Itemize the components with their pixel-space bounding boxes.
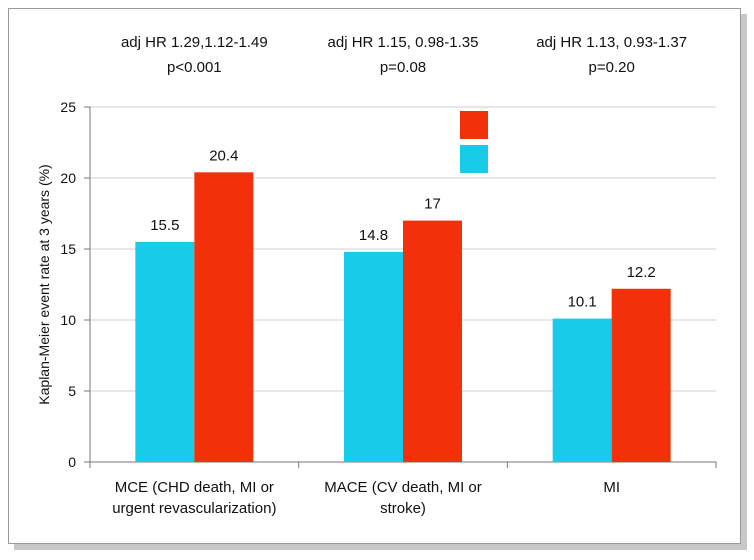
hr-annotation: adj HR 1.15, 0.98-1.35: [328, 34, 479, 51]
x-category-label: MACE (CV death, MI or: [324, 479, 482, 496]
y-tick-label: 5: [68, 383, 76, 399]
x-category-label: MI: [603, 479, 620, 496]
hr-annotation: adj HR 1.13, 0.93-1.37: [536, 34, 687, 51]
y-tick-label: 15: [60, 241, 76, 257]
x-category-label: urgent revascularization): [112, 500, 276, 517]
y-tick-label: 10: [60, 312, 76, 328]
x-category-label: stroke): [380, 500, 426, 517]
data-label: 14.8: [359, 227, 388, 244]
bar-series-1: [344, 251, 403, 462]
data-label: 15.5: [150, 217, 179, 234]
y-tick-label: 25: [60, 99, 76, 115]
data-label: 12.2: [627, 264, 656, 281]
bar-series-2: [194, 172, 254, 462]
legend-swatch-1: [460, 111, 488, 139]
p-value-annotation: p=0.08: [380, 59, 426, 76]
data-label: 20.4: [209, 147, 238, 164]
x-category-label: MCE (CHD death, MI or: [115, 479, 274, 496]
data-label: 17: [424, 196, 441, 213]
p-value-annotation: p<0.001: [167, 59, 222, 76]
y-axis-label: Kaplan-Meier event rate at 3 years (%): [36, 164, 52, 404]
y-tick-label: 20: [60, 170, 76, 186]
bar-series-1: [135, 241, 195, 462]
bar-series-2: [611, 288, 671, 462]
bar-series-1: [552, 318, 612, 462]
hr-annotation: adj HR 1.29,1.12-1.49: [121, 34, 268, 51]
bar-series-2: [403, 220, 462, 462]
data-label: 10.1: [568, 294, 597, 311]
p-value-annotation: p=0.20: [589, 59, 635, 76]
y-tick-label: 0: [68, 454, 76, 470]
legend-swatch-2: [460, 145, 488, 173]
